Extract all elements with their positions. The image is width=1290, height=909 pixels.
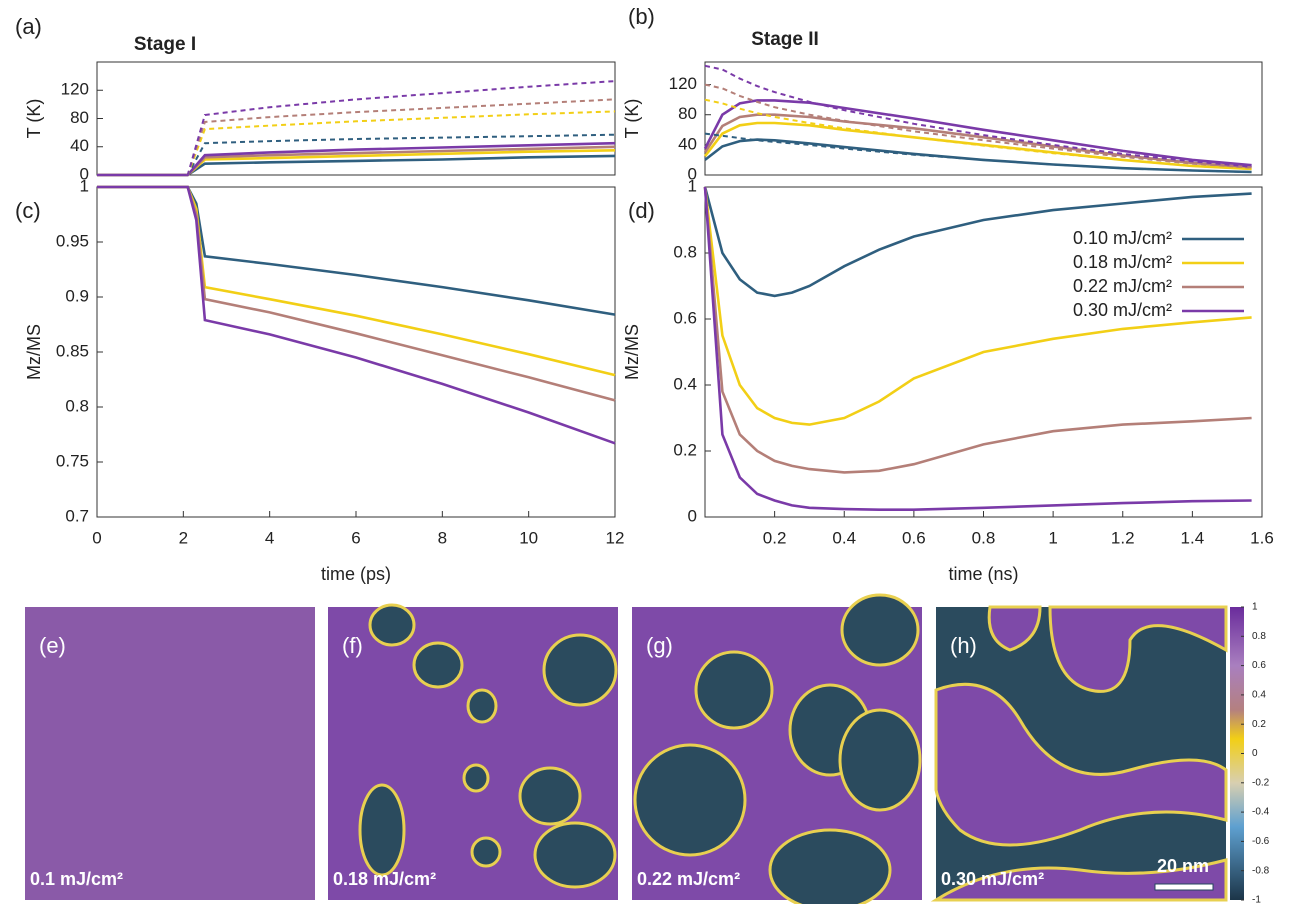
map-panel-label: (e): [39, 633, 66, 658]
x-tick-label: 0: [92, 528, 101, 547]
colorbar-tick-label: 0.2: [1252, 719, 1266, 730]
x-tick-label: 2: [179, 528, 188, 547]
x-tick-label: 8: [438, 528, 447, 547]
y-tick-label: 0: [688, 506, 697, 525]
x-axis-label: time (ns): [948, 564, 1018, 584]
y-tick-label: 0.8: [65, 396, 89, 415]
x-tick-label: 1.2: [1111, 528, 1135, 547]
series-line: [97, 156, 615, 175]
map-fluence-label: 0.1 mJ/cm²: [30, 869, 123, 889]
legend-label: 0.18 mJ/cm²: [1073, 252, 1172, 272]
figure: 20 nm (a)Stage I04080120T (K)(b)Stage II…: [0, 0, 1290, 904]
map-panel-label: (f): [342, 633, 363, 658]
map-panel-label: (g): [646, 633, 673, 658]
colorbar-tick-label: 0.6: [1252, 660, 1266, 671]
map-g: [632, 595, 922, 904]
map-panel-label: (h): [950, 633, 977, 658]
x-axis-label: time (ps): [321, 564, 391, 584]
x-tick-label: 1.4: [1181, 528, 1205, 547]
y-tick-label: 80: [70, 108, 89, 127]
panel-label: (c): [15, 198, 41, 223]
y-tick-label: 0.75: [56, 451, 89, 470]
y-axis-label: Mz/MS: [622, 324, 642, 380]
panel-label: (d): [628, 198, 655, 223]
map-fluence-label: 0.30 mJ/cm²: [941, 869, 1044, 889]
colorbar-tick-label: -0.6: [1252, 836, 1270, 847]
y-tick-label: 40: [678, 134, 697, 153]
series-line: [97, 99, 615, 175]
y-tick-label: 80: [678, 104, 697, 123]
plot-frame: [97, 187, 615, 517]
y-tick-label: 0.9: [65, 286, 89, 305]
series-line: [97, 111, 615, 175]
map-fluence-label: 0.22 mJ/cm²: [637, 869, 740, 889]
colorbar-tick-label: -0.2: [1252, 777, 1270, 788]
colorbar-tick-label: 0.4: [1252, 690, 1266, 701]
y-tick-label: 0.4: [673, 374, 697, 393]
legend-label: 0.22 mJ/cm²: [1073, 276, 1172, 296]
y-tick-label: 1: [688, 176, 697, 195]
map-f: [328, 605, 618, 900]
series-line: [97, 187, 615, 315]
x-tick-label: 12: [606, 528, 625, 547]
y-tick-label: 0.85: [56, 341, 89, 360]
series-line: [97, 187, 615, 400]
x-tick-label: 10: [519, 528, 538, 547]
map-e: [25, 607, 315, 900]
scale-bar: [1155, 884, 1213, 890]
panel-title: Stage II: [751, 29, 819, 50]
colorbar-tick-label: 0: [1252, 748, 1258, 759]
x-tick-label: 4: [265, 528, 274, 547]
legend-label: 0.30 mJ/cm²: [1073, 300, 1172, 320]
x-tick-label: 0.8: [972, 528, 996, 547]
series-line: [705, 100, 1252, 165]
y-tick-label: 0.6: [673, 308, 697, 327]
panel-label: (b): [628, 4, 655, 29]
y-axis-label: T (K): [622, 99, 642, 139]
legend-label: 0.10 mJ/cm²: [1073, 228, 1172, 248]
colorbar-tick-label: -1: [1252, 895, 1261, 904]
colorbar-tick-label: -0.8: [1252, 865, 1270, 876]
y-tick-label: 120: [61, 80, 89, 99]
colorbar-tick-label: 0.8: [1252, 631, 1266, 642]
map-fluence-label: 0.18 mJ/cm²: [333, 869, 436, 889]
y-tick-label: 0.2: [673, 440, 697, 459]
scale-label: 20 nm: [1157, 856, 1209, 876]
x-tick-label: 0.2: [763, 528, 787, 547]
y-tick-label: 0.95: [56, 231, 89, 250]
series-line: [97, 187, 615, 375]
x-tick-label: 1: [1048, 528, 1057, 547]
series-line: [705, 85, 1252, 168]
y-tick-label: 0.7: [65, 506, 89, 525]
y-tick-label: 1: [80, 176, 89, 195]
y-axis-label: T (K): [24, 99, 44, 139]
y-tick-label: 40: [70, 136, 89, 155]
y-tick-label: 0.8: [673, 242, 697, 261]
y-tick-label: 120: [669, 74, 697, 93]
x-tick-label: 6: [351, 528, 360, 547]
panel-title: Stage I: [134, 34, 196, 55]
panel-label: (a): [15, 14, 42, 39]
x-tick-label: 0.6: [902, 528, 926, 547]
y-axis-label: Mz/MS: [24, 324, 44, 380]
x-tick-label: 1.6: [1250, 528, 1274, 547]
colorbar-tick-label: -0.4: [1252, 807, 1270, 818]
colorbar-tick-label: 1: [1252, 602, 1258, 613]
x-tick-label: 0.4: [832, 528, 856, 547]
